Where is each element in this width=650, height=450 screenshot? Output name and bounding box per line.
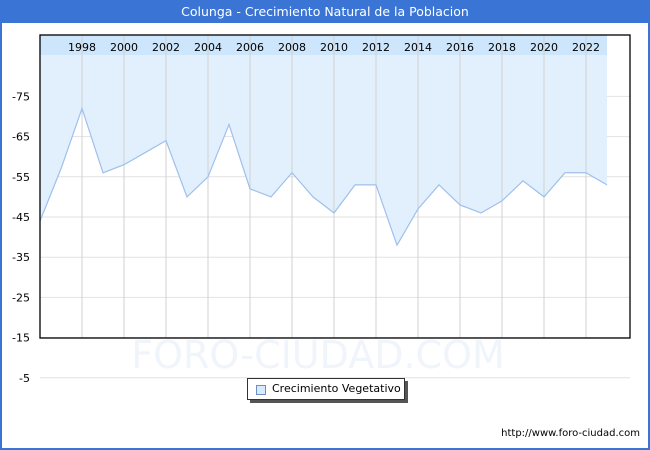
svg-text:2016: 2016: [446, 41, 474, 54]
legend-label: Crecimiento Vegetativo: [272, 382, 401, 395]
plot-frame: [39, 34, 631, 339]
svg-text:1998: 1998: [68, 41, 96, 54]
svg-text:2008: 2008: [278, 41, 306, 54]
svg-text:2014: 2014: [404, 41, 432, 54]
svg-text:-35: -35: [12, 251, 30, 264]
svg-text:2004: 2004: [194, 41, 222, 54]
svg-text:-45: -45: [12, 211, 30, 224]
svg-text:-5: -5: [19, 372, 30, 385]
svg-text:-55: -55: [12, 171, 30, 184]
x-axis-labels: 1998 2000 2002 2004 2006 2008 2010 2012 2014 2016…: [68, 41, 600, 54]
data-area: [39, 35, 608, 338]
svg-text:2022: 2022: [572, 41, 600, 54]
watermark: FORO-CIUDAD.COM: [131, 333, 505, 377]
legend: Crecimiento Vegetativo: [247, 378, 405, 400]
svg-text:2000: 2000: [110, 41, 138, 54]
svg-text:2002: 2002: [152, 41, 180, 54]
svg-text:2012: 2012: [362, 41, 390, 54]
svg-text:2010: 2010: [320, 41, 348, 54]
year-label-band: [40, 35, 607, 55]
svg-text:2020: 2020: [530, 41, 558, 54]
chart-title: Colunga - Crecimiento Natural de la Pobl…: [0, 0, 650, 23]
legend-swatch-icon: [256, 385, 266, 395]
y-axis-labels: -5 -15 -25 -35 -45 -55 -65 -75: [12, 90, 30, 384]
svg-text:-25: -25: [12, 291, 30, 304]
svg-text:-15: -15: [12, 332, 30, 345]
svg-text:-65: -65: [12, 131, 30, 144]
svg-text:-75: -75: [12, 90, 30, 103]
footer-url[interactable]: http://www.foro-ciudad.com: [501, 428, 640, 439]
svg-text:2018: 2018: [488, 41, 516, 54]
svg-text:2006: 2006: [236, 41, 264, 54]
